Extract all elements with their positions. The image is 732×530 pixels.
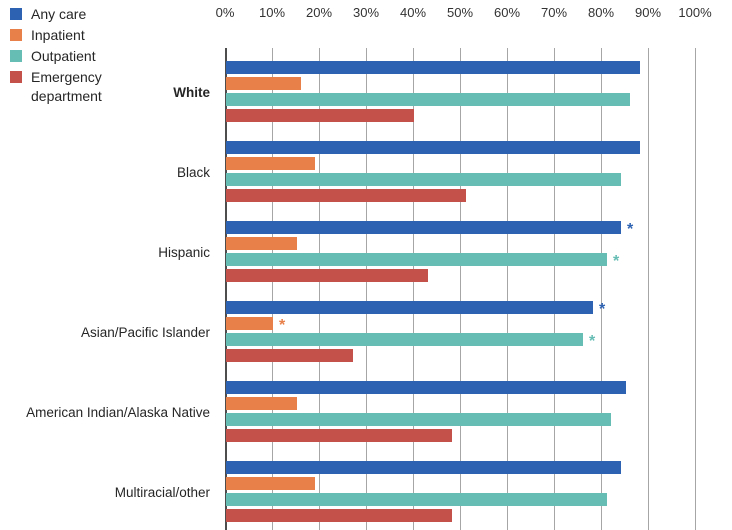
gridline-80: [601, 48, 602, 530]
legend-item-any-care: Any care: [10, 5, 180, 24]
bar-white-emergency-department: [226, 109, 414, 122]
y-axis-line: [225, 48, 227, 530]
bar-white-outpatient: [226, 93, 630, 106]
bar-black-inpatient: [226, 157, 315, 170]
legend-label: Emergency department: [31, 69, 102, 104]
category-label-hispanic: Hispanic: [158, 245, 210, 260]
bar-asian-pacific-islander-any-care: [226, 301, 593, 314]
bar-asian-pacific-islander-outpatient: [226, 333, 583, 346]
gridline-30: [366, 48, 367, 530]
gridline-60: [507, 48, 508, 530]
legend: Any care Inpatient Outpatient Emergency dep…: [10, 5, 180, 108]
bar-american-indian-alaska-native-outpatient: [226, 413, 611, 426]
category-label-asian-pacific-islander: Asian/Pacific Islander: [80, 325, 210, 340]
category-label-multiracial-other: Multiracial/other: [114, 485, 210, 500]
x-axis-tick-50: 50%: [446, 5, 474, 20]
x-axis-tick-0: 0%: [215, 5, 235, 20]
legend-item-inpatient: Inpatient: [10, 26, 180, 45]
legend-swatch-inpatient: [10, 29, 22, 41]
gridline-50: [460, 48, 461, 530]
legend-item-outpatient: Outpatient: [10, 47, 180, 66]
x-axis-tick-60: 60%: [493, 5, 521, 20]
legend-label: Any care: [31, 6, 87, 22]
x-axis-tick-70: 70%: [540, 5, 568, 20]
gridline-100: [695, 48, 696, 530]
x-axis-tick-30: 30%: [352, 5, 380, 20]
bar-asian-pacific-islander-inpatient: [226, 317, 273, 330]
bar-multiracial-other-outpatient: [226, 493, 607, 506]
x-axis-tick-100: 100%: [678, 5, 712, 20]
bar-american-indian-alaska-native-any-care: [226, 381, 626, 394]
bar-asian-pacific-islander-emergency-department: [226, 349, 353, 362]
legend-swatch-any-care: [10, 8, 22, 20]
significance-asterisk-asian-pacific-islander-inpatient: *: [279, 317, 286, 334]
legend-label: Outpatient: [31, 48, 96, 64]
significance-asterisk-hispanic-outpatient: *: [613, 253, 620, 270]
bar-american-indian-alaska-native-inpatient: [226, 397, 297, 410]
bar-hispanic-any-care: [226, 221, 621, 234]
x-axis-tick-90: 90%: [634, 5, 662, 20]
gridline-90: [648, 48, 649, 530]
bar-hispanic-outpatient: [226, 253, 607, 266]
bar-american-indian-alaska-native-emergency-department: [226, 429, 452, 442]
category-label-american-indian-alaska-native: American Indian/Alaska Native: [26, 405, 210, 420]
legend-label: Inpatient: [31, 27, 85, 43]
significance-asterisk-asian-pacific-islander-any-care: *: [599, 301, 606, 318]
bar-hispanic-emergency-department: [226, 269, 428, 282]
significance-asterisk-asian-pacific-islander-outpatient: *: [589, 333, 596, 350]
legend-swatch-outpatient: [10, 50, 22, 62]
gridline-70: [554, 48, 555, 530]
bar-black-any-care: [226, 141, 640, 154]
significance-asterisk-hispanic-any-care: *: [627, 221, 634, 238]
x-axis-tick-80: 80%: [587, 5, 615, 20]
x-axis-tick-40: 40%: [399, 5, 427, 20]
bar-black-outpatient: [226, 173, 621, 186]
bar-multiracial-other-emergency-department: [226, 509, 452, 522]
x-axis-tick-10: 10%: [258, 5, 286, 20]
bar-white-inpatient: [226, 77, 301, 90]
bar-multiracial-other-any-care: [226, 461, 621, 474]
gridline-40: [413, 48, 414, 530]
gridline-10: [272, 48, 273, 530]
legend-item-emergency-department: Emergency department: [10, 68, 180, 106]
legend-swatch-emergency-department: [10, 71, 22, 83]
x-axis-tick-20: 20%: [305, 5, 333, 20]
gridline-20: [319, 48, 320, 530]
bar-multiracial-other-inpatient: [226, 477, 315, 490]
bar-hispanic-inpatient: [226, 237, 297, 250]
category-label-white: White: [173, 85, 210, 100]
bar-black-emergency-department: [226, 189, 466, 202]
category-label-black: Black: [176, 165, 210, 180]
bar-white-any-care: [226, 61, 640, 74]
